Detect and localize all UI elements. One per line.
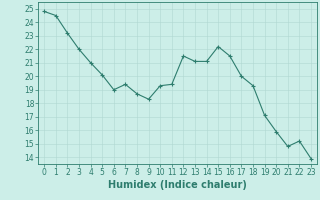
X-axis label: Humidex (Indice chaleur): Humidex (Indice chaleur) (108, 180, 247, 190)
